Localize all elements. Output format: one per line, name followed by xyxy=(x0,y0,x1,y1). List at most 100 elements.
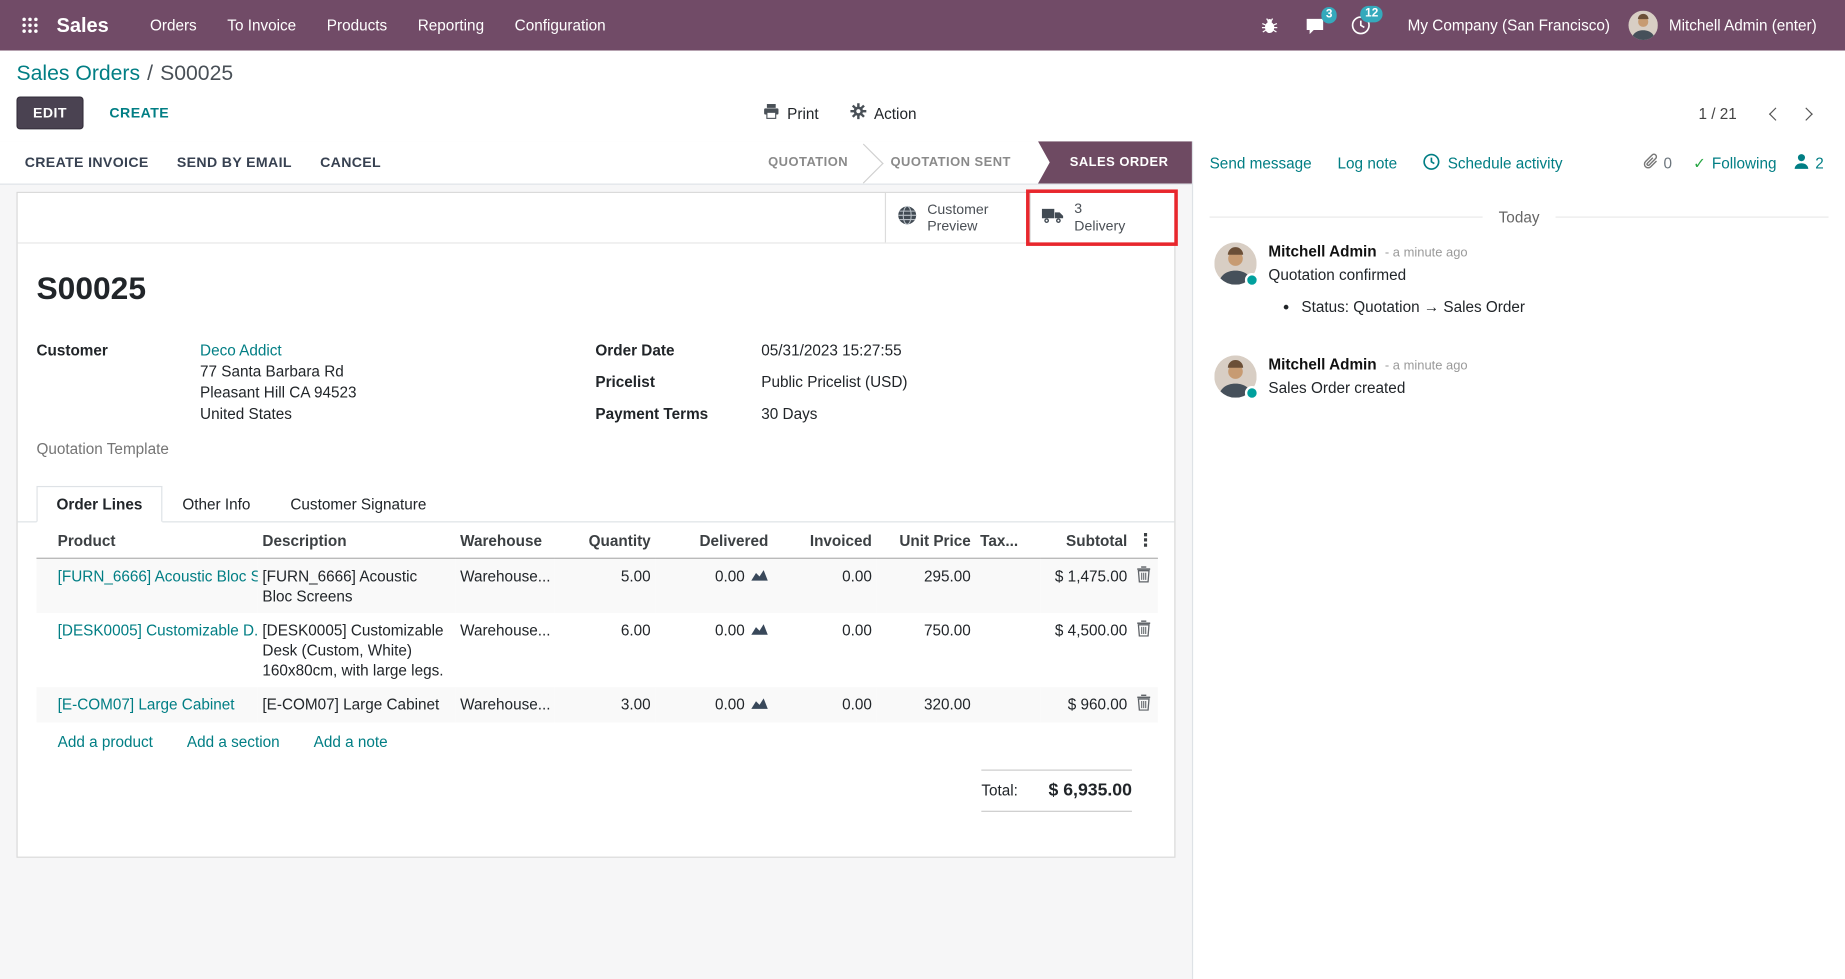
user-menu[interactable]: Mitchell Admin (enter) xyxy=(1669,16,1817,34)
add-note-link[interactable]: Add a note xyxy=(314,733,388,751)
forecast-chart-icon[interactable] xyxy=(751,566,769,586)
total-amount: $ 6,935.00 xyxy=(1049,780,1132,800)
statusbar: QUOTATION QUOTATION SENT SALES ORDER xyxy=(753,141,1192,183)
line-description: [E-COM07] Large Cabinet xyxy=(258,687,456,722)
notebook-tabs: Order Lines Other Info Customer Signatur… xyxy=(18,486,1175,522)
status-quotation-sent[interactable]: QUOTATION SENT xyxy=(875,141,1026,183)
status-separator-icon xyxy=(863,141,875,183)
action-button[interactable]: Action xyxy=(849,102,916,123)
form-header: CREATE INVOICE SEND BY EMAIL CANCEL QUOT… xyxy=(0,141,1192,185)
customer-preview-button[interactable]: Customer Preview xyxy=(885,193,1030,242)
product-link[interactable]: [FURN_6666] Acoustic Bloc S... xyxy=(58,567,258,585)
message-time: - a minute ago xyxy=(1385,359,1468,373)
line-warehouse: Warehouse... xyxy=(455,558,554,613)
menu-products[interactable]: Products xyxy=(311,1,402,49)
line-invoiced: 0.00 xyxy=(773,687,877,722)
menu-configuration[interactable]: Configuration xyxy=(499,1,621,49)
printer-icon xyxy=(762,102,780,123)
add-product-link[interactable]: Add a product xyxy=(58,733,153,751)
product-link[interactable]: [DESK0005] Customizable D... xyxy=(58,621,258,639)
forecast-chart-icon[interactable] xyxy=(751,694,769,714)
send-message-button[interactable]: Send message xyxy=(1210,154,1312,172)
apps-menu-icon[interactable] xyxy=(14,10,45,41)
create-invoice-button[interactable]: CREATE INVOICE xyxy=(25,141,163,183)
chatter-message: Mitchell Admin - a minute ago Quotation … xyxy=(1193,228,1845,320)
quotation-template-label: Quotation Template xyxy=(36,439,168,458)
create-button[interactable]: CREATE xyxy=(93,98,186,129)
schedule-activity-button[interactable]: Schedule activity xyxy=(1423,152,1563,173)
menu-reporting[interactable]: Reporting xyxy=(402,1,499,49)
company-switcher[interactable]: My Company (San Francisco) xyxy=(1408,16,1610,34)
action-label: Action xyxy=(874,104,917,122)
pricelist-value: Public Pricelist (USD) xyxy=(761,372,907,393)
attachments-button[interactable]: 0 xyxy=(1633,152,1682,173)
menu-orders[interactable]: Orders xyxy=(135,1,212,49)
pager-next-icon[interactable] xyxy=(1791,99,1822,126)
line-tax xyxy=(975,687,1040,722)
activities-clock-icon[interactable]: 12 xyxy=(1338,15,1384,35)
field-groups: Customer Deco Addict 77 Santa Barbara Rd… xyxy=(36,340,1155,458)
optional-columns-icon[interactable]: ⋮ xyxy=(1132,522,1158,558)
totals: Total: $ 6,935.00 xyxy=(36,770,1155,812)
send-by-email-button[interactable]: SEND BY EMAIL xyxy=(163,141,306,183)
app-name[interactable]: Sales xyxy=(56,14,108,38)
user-avatar[interactable] xyxy=(1629,11,1658,40)
delivery-count: 3 xyxy=(1074,200,1125,218)
line-unit-price: 750.00 xyxy=(877,613,976,687)
edit-button[interactable]: EDIT xyxy=(16,96,83,129)
truck-icon xyxy=(1041,205,1065,230)
message-author[interactable]: Mitchell Admin xyxy=(1268,242,1376,260)
smart-button-box: Customer Preview 3 Delivery xyxy=(18,193,1175,244)
cancel-button[interactable]: CANCEL xyxy=(306,141,395,183)
tab-customer-signature[interactable]: Customer Signature xyxy=(270,486,446,522)
line-subtotal: $ 960.00 xyxy=(1040,687,1132,722)
order-line-row[interactable]: [E-COM07] Large Cabinet [E-COM07] Large … xyxy=(36,687,1157,722)
add-section-link[interactable]: Add a section xyxy=(187,733,280,751)
col-unit-price: Unit Price xyxy=(877,522,976,558)
person-icon xyxy=(1793,153,1809,173)
delete-line-icon[interactable] xyxy=(1137,694,1151,715)
paperclip-icon xyxy=(1642,152,1658,173)
col-invoiced: Invoiced xyxy=(773,522,877,558)
delete-line-icon[interactable] xyxy=(1137,620,1151,641)
chatter-message: Mitchell Admin - a minute ago Sales Orde… xyxy=(1193,341,1845,402)
forecast-chart-icon[interactable] xyxy=(751,620,769,640)
systray: 3 12 My Company (San Francisco) Mitchell… xyxy=(1248,11,1817,40)
customer-address-line: United States xyxy=(200,404,356,425)
line-subtotal: $ 4,500.00 xyxy=(1040,613,1132,687)
line-delivered: 0.00 xyxy=(715,694,745,714)
payment-terms-label: Payment Terms xyxy=(595,404,761,425)
messages-badge: 3 xyxy=(1321,6,1337,22)
main-content: CREATE INVOICE SEND BY EMAIL CANCEL QUOT… xyxy=(0,141,1845,979)
record-actions: Print Action xyxy=(762,102,916,123)
followers-button[interactable]: 2 xyxy=(1788,153,1828,173)
line-invoiced: 0.00 xyxy=(773,613,877,687)
form-view: Customer Preview 3 Delivery S00025 xyxy=(0,185,1192,979)
line-warehouse: Warehouse... xyxy=(455,613,554,687)
order-line-row[interactable]: [DESK0005] Customizable D... [DESK0005] … xyxy=(36,613,1157,687)
line-unit-price: 295.00 xyxy=(877,558,976,613)
log-note-button[interactable]: Log note xyxy=(1338,154,1398,172)
tab-order-lines[interactable]: Order Lines xyxy=(36,486,162,522)
messages-icon[interactable]: 3 xyxy=(1292,16,1338,35)
order-lines-table: Product Description Warehouse Quantity D… xyxy=(36,522,1157,722)
customer-link[interactable]: Deco Addict xyxy=(200,341,282,359)
debug-bug-icon[interactable] xyxy=(1248,16,1293,35)
line-delivered: 0.00 xyxy=(715,566,745,586)
print-button[interactable]: Print xyxy=(762,102,818,123)
menu-to-invoice[interactable]: To Invoice xyxy=(212,1,311,49)
customer-field-value: Deco Addict 77 Santa Barbara Rd Pleasant… xyxy=(200,340,356,425)
table-header-row: Product Description Warehouse Quantity D… xyxy=(36,522,1157,558)
product-link[interactable]: [E-COM07] Large Cabinet xyxy=(58,695,235,713)
delete-line-icon[interactable] xyxy=(1137,566,1151,587)
message-author[interactable]: Mitchell Admin xyxy=(1268,355,1376,373)
status-sales-order[interactable]: SALES ORDER xyxy=(1038,141,1192,183)
delivery-smart-button[interactable]: 3 Delivery xyxy=(1030,193,1175,242)
order-date-value: 05/31/2023 15:27:55 xyxy=(761,340,901,361)
tab-other-info[interactable]: Other Info xyxy=(162,486,270,522)
breadcrumb-sales-orders[interactable]: Sales Orders xyxy=(16,61,140,85)
following-button[interactable]: ✓ Following xyxy=(1684,154,1786,173)
chatter-tools: 0 ✓ Following 2 xyxy=(1633,152,1829,173)
pager-previous-icon[interactable] xyxy=(1760,99,1791,126)
order-line-row[interactable]: [FURN_6666] Acoustic Bloc S... [FURN_666… xyxy=(36,558,1157,613)
